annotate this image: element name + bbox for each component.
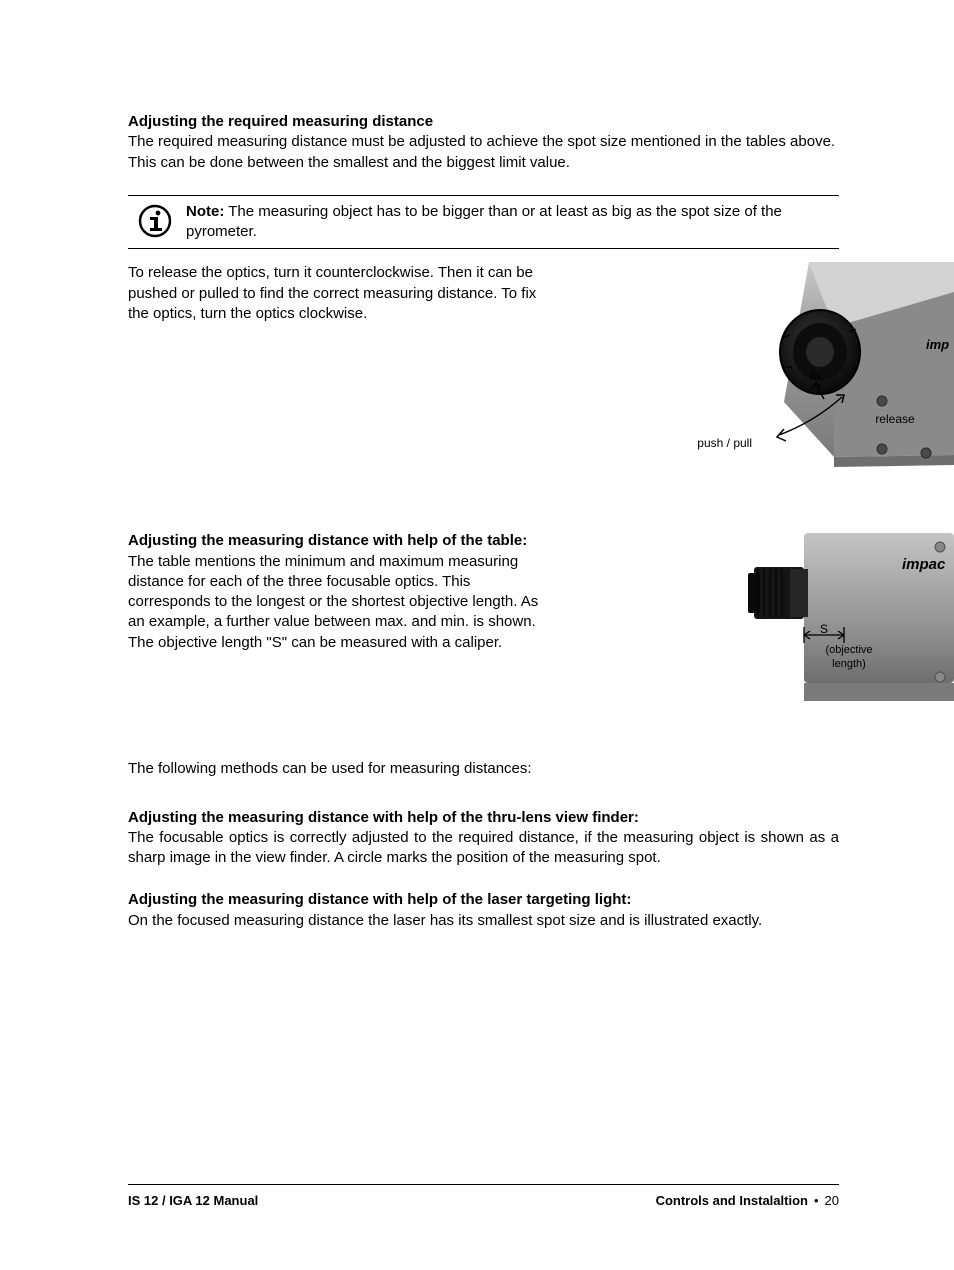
section-heading-table-method: Adjusting the measuring distance with he… bbox=[128, 531, 548, 551]
release-paragraph: To release the optics, turn it countercl… bbox=[128, 263, 543, 483]
figure2-length-label: length) bbox=[832, 658, 866, 670]
figure2-brand-label: impac bbox=[902, 556, 946, 573]
release-row: To release the optics, turn it countercl… bbox=[128, 263, 839, 483]
section-body-adjust-distance: The required measuring distance must be … bbox=[128, 132, 839, 173]
figure1-brand-label: imp bbox=[926, 337, 949, 352]
footer-page-number: 20 bbox=[825, 1193, 839, 1208]
page-footer: IS 12 / IGA 12 Manual Controls and Insta… bbox=[128, 1184, 839, 1208]
figure2-objective-label: (objective bbox=[825, 644, 872, 656]
section-heading-viewfinder: Adjusting the measuring distance with he… bbox=[128, 808, 839, 828]
figure1-fix-label: fix bbox=[810, 369, 822, 383]
footer-right: Controls and Instalaltion•20 bbox=[656, 1193, 839, 1208]
footer-dot: • bbox=[808, 1193, 825, 1208]
manual-page: Adjusting the required measuring distanc… bbox=[0, 0, 954, 1270]
note-text: Note: The measuring object has to be big… bbox=[182, 202, 839, 243]
figure-pyrometer-side: impac S (objective length) bbox=[568, 531, 839, 731]
methods-intro: The following methods can be used for me… bbox=[128, 759, 839, 779]
figure1-release-label: release bbox=[875, 412, 915, 426]
footer-section: Controls and Instalaltion bbox=[656, 1193, 808, 1208]
section-heading-laser: Adjusting the measuring distance with he… bbox=[128, 890, 839, 910]
table-method-row: Adjusting the measuring distance with he… bbox=[128, 531, 839, 731]
section-heading-adjust-distance: Adjusting the required measuring distanc… bbox=[128, 112, 839, 132]
note-label: Note: bbox=[186, 203, 224, 220]
note-callout: Note: The measuring object has to be big… bbox=[128, 195, 839, 250]
section-body-laser: On the focused measuring distance the la… bbox=[128, 911, 839, 931]
note-body: The measuring object has to be bigger th… bbox=[186, 203, 782, 240]
figure1-pushpull-label: push / pull bbox=[697, 436, 752, 450]
section-body-viewfinder: The focusable optics is correctly adjust… bbox=[128, 828, 839, 869]
section-body-table-method: The table mentions the minimum and maxim… bbox=[128, 552, 548, 653]
info-icon bbox=[128, 202, 182, 238]
footer-left: IS 12 / IGA 12 Manual bbox=[128, 1193, 258, 1208]
figure-pyrometer-perspective: imp fix release push / bbox=[563, 263, 839, 483]
figure2-s-label: S bbox=[820, 622, 828, 636]
